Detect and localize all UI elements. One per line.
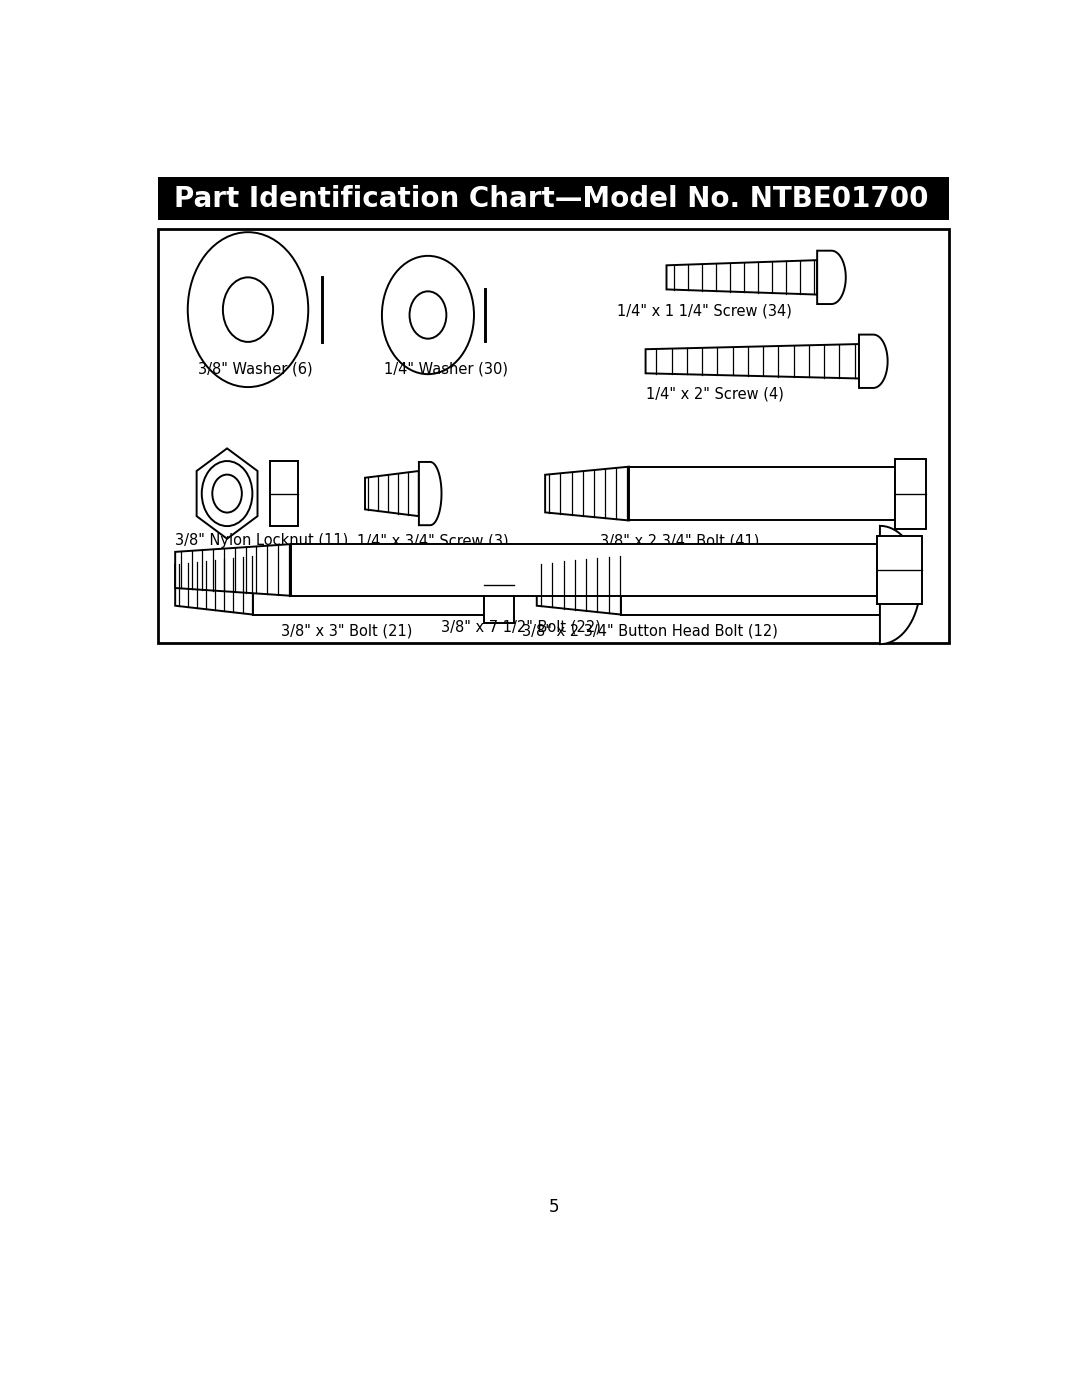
Polygon shape [818, 250, 846, 305]
Text: 3/8" x 2 3/4" Bolt (41): 3/8" x 2 3/4" Bolt (41) [599, 534, 759, 549]
Bar [291, 543, 877, 595]
Polygon shape [365, 471, 419, 515]
Text: 3/8" x 3" Bolt (21): 3/8" x 3" Bolt (21) [282, 623, 413, 638]
Bar [895, 458, 926, 528]
Polygon shape [175, 556, 253, 615]
Polygon shape [859, 335, 888, 388]
Circle shape [409, 292, 446, 338]
Polygon shape [419, 462, 442, 525]
Polygon shape [545, 467, 629, 521]
Bar [159, 177, 948, 221]
Bar [877, 536, 922, 604]
Polygon shape [666, 260, 818, 295]
Circle shape [202, 461, 253, 527]
Bar [621, 556, 880, 615]
Bar [159, 229, 948, 643]
Text: 3/8" x 2 3/4" Button Head Bolt (12): 3/8" x 2 3/4" Button Head Bolt (12) [522, 623, 778, 638]
Text: 3/8" Nylon Locknut (11): 3/8" Nylon Locknut (11) [175, 534, 349, 549]
Circle shape [222, 278, 273, 342]
Polygon shape [175, 543, 291, 595]
Bar [629, 467, 895, 521]
Text: 3/8" Washer (6): 3/8" Washer (6) [198, 362, 312, 376]
Circle shape [382, 256, 474, 374]
Text: 1/4" x 3/4" Screw (3): 1/4" x 3/4" Screw (3) [356, 534, 509, 549]
Text: 5: 5 [549, 1199, 558, 1217]
Bar [253, 556, 484, 615]
Text: 3/8" x 7 1/2" Bolt (22): 3/8" x 7 1/2" Bolt (22) [441, 619, 600, 634]
Polygon shape [537, 556, 621, 615]
Text: 1/4" Washer (30): 1/4" Washer (30) [383, 362, 508, 376]
Polygon shape [880, 525, 920, 644]
Bar [270, 461, 298, 525]
Text: Part Identification Chart—Model No. NTBE01700: Part Identification Chart—Model No. NTBE… [174, 184, 928, 212]
Polygon shape [197, 448, 257, 539]
Bar [484, 546, 514, 623]
Circle shape [188, 232, 308, 387]
Circle shape [213, 475, 242, 513]
Text: 1/4" x 2" Screw (4): 1/4" x 2" Screw (4) [646, 386, 783, 401]
Text: 1/4" x 1 1/4" Screw (34): 1/4" x 1 1/4" Screw (34) [617, 303, 792, 319]
Polygon shape [646, 344, 859, 379]
